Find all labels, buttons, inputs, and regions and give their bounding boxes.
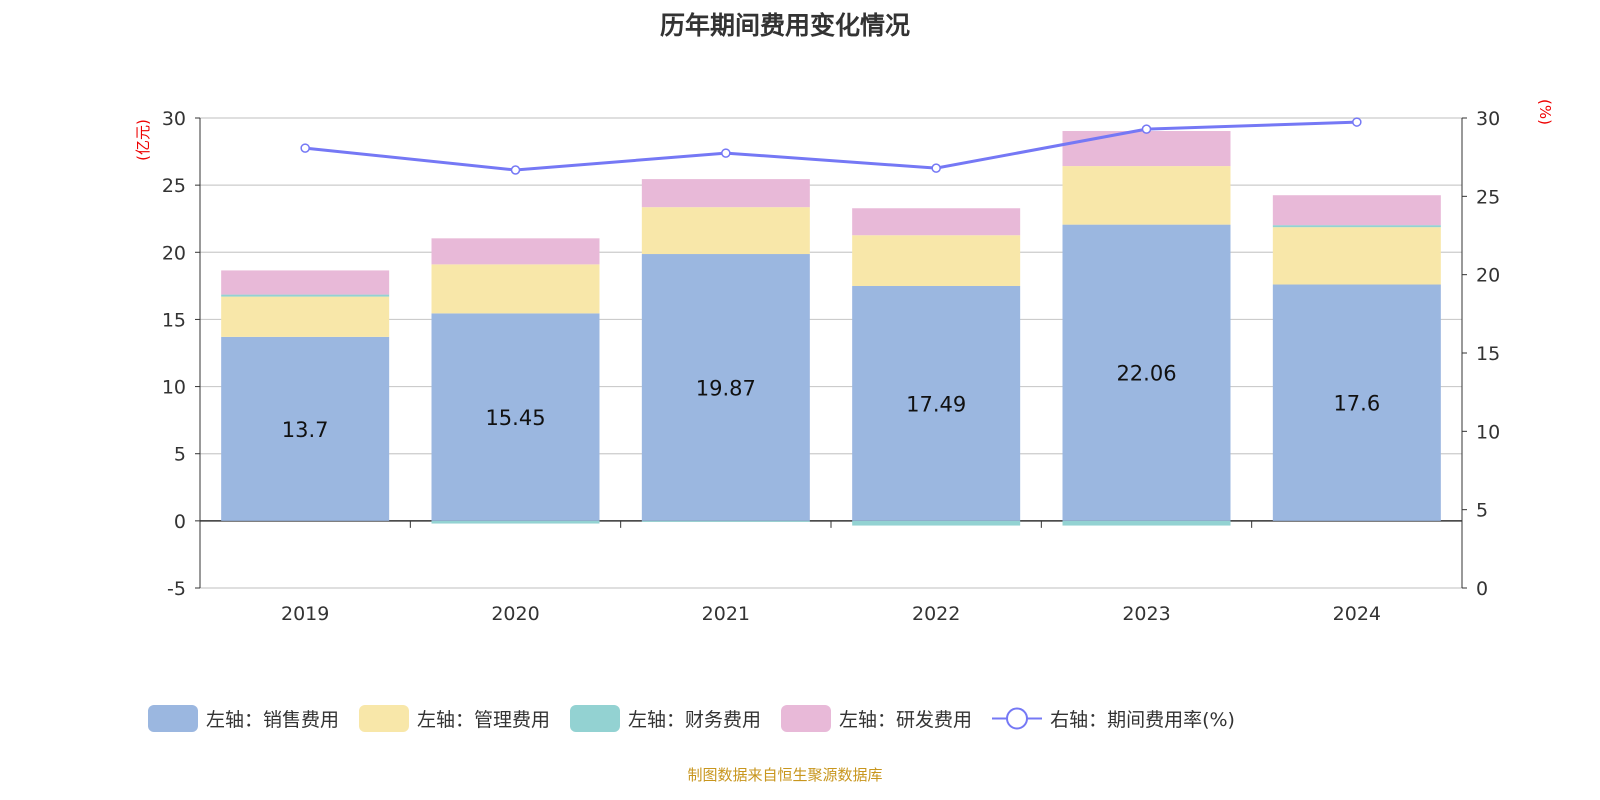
bar-segment-4-2020 xyxy=(431,238,600,265)
bar-segment-3-2022 xyxy=(852,520,1021,526)
rate-point xyxy=(1141,124,1152,134)
chart-title: 历年期间费用变化情况 xyxy=(659,11,910,40)
data-label: 17.6 xyxy=(1333,392,1380,416)
left-tick-label: 5 xyxy=(174,444,186,466)
bar-segment-3-2024 xyxy=(1272,225,1441,228)
bar-segment-2-2023 xyxy=(1062,166,1231,225)
bar-segment-2-2021 xyxy=(641,207,810,255)
left-tick-label: 30 xyxy=(162,108,186,130)
right-tick-label: 20 xyxy=(1476,265,1500,287)
bar-segment-4-2021 xyxy=(641,179,810,208)
legend-item[interactable]: 左轴：财务费用 xyxy=(570,705,761,732)
legend-item[interactable]: 左轴：销售费用 xyxy=(148,705,339,732)
legend-swatch xyxy=(359,705,410,732)
bar-segment-3-2023 xyxy=(1062,520,1231,526)
right-tick-label: 0 xyxy=(1476,578,1488,600)
rate-point xyxy=(510,165,521,175)
bar-segment-1-2024 xyxy=(1272,284,1441,521)
rate-point xyxy=(931,163,941,173)
left-tick-label: 15 xyxy=(162,309,186,331)
data-label: 13.7 xyxy=(282,418,329,442)
data-label: 15.45 xyxy=(485,406,545,430)
rate-point xyxy=(721,148,731,158)
data-label: 22.06 xyxy=(1116,362,1176,386)
data-label: 19.87 xyxy=(696,376,756,400)
rate-line xyxy=(305,120,1357,172)
bar-segment-2-2020 xyxy=(431,264,600,314)
rate-point xyxy=(300,143,310,153)
bar-segment-3-2020 xyxy=(431,520,600,524)
legend-swatch xyxy=(148,705,198,732)
legend-item[interactable]: 左轴：管理费用 xyxy=(359,705,550,732)
bar-segment-2-2024 xyxy=(1272,227,1441,285)
legend-label: 左轴：研发费用 xyxy=(839,709,973,731)
left-tick-label: -5 xyxy=(167,578,186,600)
right-tick-label: 15 xyxy=(1476,343,1500,365)
x-tick-label: 2021 xyxy=(702,603,750,625)
bar-segment-2-2019 xyxy=(221,296,390,337)
bar-segment-3-2021 xyxy=(641,520,810,522)
left-axis-label: (亿元) xyxy=(134,119,152,161)
legend: 左轴：销售费用 左轴：管理费用 左轴：财务费用 左轴：研发费用 右轴：期间费用率(%) xyxy=(148,705,1235,732)
bar-segment-1-2020 xyxy=(431,313,600,521)
left-tick-label: 25 xyxy=(162,175,186,197)
right-tick-label: 5 xyxy=(1476,500,1488,522)
bar-segment-1-2023 xyxy=(1062,224,1231,521)
right-tick-label: 25 xyxy=(1476,186,1500,208)
right-tick-label: 30 xyxy=(1476,108,1500,130)
left-tick-label: 0 xyxy=(174,511,186,533)
legend-label: 左轴：财务费用 xyxy=(628,709,762,731)
bar-segment-4-2022 xyxy=(852,208,1021,236)
x-tick-label: 2023 xyxy=(1122,603,1170,625)
bar-segment-4-2019 xyxy=(221,270,390,295)
legend-swatch xyxy=(781,705,832,732)
rate-point xyxy=(1352,117,1362,127)
x-tick-label: 2019 xyxy=(281,603,329,625)
bar-segment-4-2024 xyxy=(1272,195,1441,226)
bar-segment-3-2019 xyxy=(221,294,390,297)
left-tick-label: 10 xyxy=(162,377,186,399)
x-tick-label: 2024 xyxy=(1333,603,1381,625)
legend-item[interactable]: 左轴：研发费用 xyxy=(781,705,972,732)
legend-item[interactable]: 右轴：期间费用率(%) xyxy=(992,705,1235,732)
chart-svg: -5 0 5 10 15 20 25 30 0 5 10 15 20 25 30 (亿元) (%) 2019 202… xyxy=(134,99,1554,625)
bar-segment-2-2022 xyxy=(852,235,1021,286)
bar-segment-4-2023 xyxy=(1062,131,1231,167)
x-tick-label: 2020 xyxy=(491,603,539,625)
legend-label: 右轴：期间费用率(%) xyxy=(1050,709,1235,731)
right-axis-label: (%) xyxy=(1536,99,1554,125)
legend-label: 左轴：管理费用 xyxy=(417,709,551,731)
x-tick-label: 2022 xyxy=(912,603,960,625)
bar-segment-1-2019 xyxy=(221,336,390,521)
legend-swatch xyxy=(570,705,621,732)
legend-swatch xyxy=(992,707,1043,730)
legend-label: 左轴：销售费用 xyxy=(206,709,340,731)
right-tick-label: 10 xyxy=(1476,421,1500,443)
left-tick-label: 20 xyxy=(162,242,186,264)
bar-segment-1-2022 xyxy=(852,285,1021,521)
data-label: 17.49 xyxy=(906,392,966,416)
bar-segment-1-2021 xyxy=(641,254,810,521)
source-note: 制图数据来自恒生聚源数据库 xyxy=(687,766,883,784)
